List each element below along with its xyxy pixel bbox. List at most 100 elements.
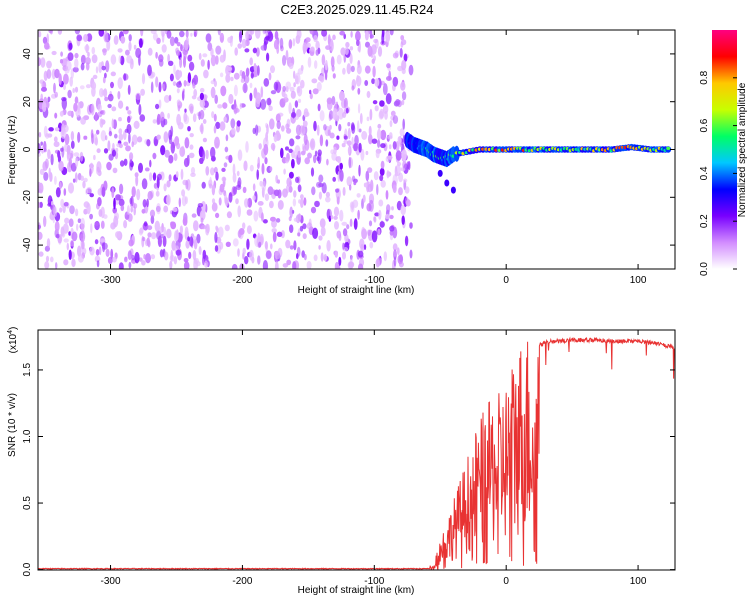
noise-cell: [391, 206, 394, 211]
noise-cell: [401, 149, 407, 161]
noise-cell: [166, 180, 171, 188]
noise-cell: [141, 178, 148, 190]
noise-cell: [131, 186, 136, 198]
noise-cell: [72, 88, 75, 93]
noise-cell: [68, 182, 74, 194]
noise-cell: [95, 66, 99, 74]
noise-cell: [238, 31, 243, 43]
noise-cell: [246, 209, 253, 216]
noise-cell: [397, 136, 402, 144]
noise-cell: [238, 228, 245, 235]
noise-cell: [141, 208, 146, 214]
noise-cell: [225, 73, 231, 83]
noise-cell: [77, 254, 84, 263]
noise-cell: [119, 183, 124, 195]
noise-cell: [180, 44, 183, 52]
noise-cell: [104, 96, 109, 102]
noise-cell: [258, 143, 262, 150]
noise-cell: [356, 64, 362, 75]
x-tick-label: 100: [630, 576, 647, 587]
noise-cell: [112, 207, 117, 214]
snr-frame: [37, 329, 676, 571]
noise-cell: [386, 63, 391, 69]
noise-cell: [176, 113, 182, 126]
noise-cell: [168, 134, 173, 145]
noise-cell: [368, 220, 373, 227]
noise-cell: [75, 208, 79, 217]
noise-cell: [219, 72, 224, 78]
noise-cell: [270, 142, 276, 151]
noise-cell: [86, 202, 91, 215]
noise-cell: [332, 73, 336, 79]
noise-cell: [193, 74, 199, 86]
noise-cell: [187, 126, 191, 132]
noise-cell: [304, 157, 311, 165]
noise-cell: [38, 251, 44, 257]
noise-cell: [169, 260, 173, 269]
noise-cell: [79, 151, 84, 162]
noise-cell: [150, 81, 154, 94]
noise-cell: [300, 79, 305, 89]
noise-cell: [163, 94, 170, 103]
noise-cell: [237, 248, 240, 257]
noise-cell: [176, 99, 181, 106]
noise-cell: [41, 86, 47, 92]
noise-cell: [91, 46, 96, 55]
noise-cell: [288, 39, 293, 49]
noise-cell: [275, 113, 281, 123]
noise-cell: [265, 35, 270, 41]
noise-cell: [220, 85, 227, 97]
noise-cell: [59, 59, 64, 64]
trailing-feature: [450, 186, 456, 194]
noise-cell: [264, 193, 270, 201]
noise-cell: [210, 146, 216, 159]
noise-cell: [46, 60, 52, 69]
noise-cell: [38, 131, 42, 138]
colorbar-ticks: 0.0 0.2 0.4 0.6 0.8: [699, 70, 737, 276]
noise-cell: [343, 139, 349, 144]
noise-cell: [205, 149, 209, 160]
y-tick-label: -20: [22, 190, 33, 205]
noise-cell: [297, 232, 301, 237]
noise-cell: [334, 251, 338, 258]
noise-cell: [266, 97, 272, 106]
colorbar: 0.0 0.2 0.4 0.6 0.8 Normalized spectral ampl…: [699, 30, 748, 276]
noise-cell: [269, 166, 273, 172]
noise-cell: [74, 172, 78, 183]
noise-cell: [284, 158, 289, 164]
noise-cell: [306, 260, 312, 269]
noise-cell: [149, 159, 152, 168]
noise-cell: [188, 251, 192, 259]
noise-cell: [130, 206, 133, 213]
y-tick-label: 0.5: [22, 496, 33, 510]
noise-cell: [398, 261, 404, 268]
noise-cell: [261, 212, 264, 222]
noise-cell: [282, 263, 289, 268]
noise-cell: [175, 171, 179, 178]
noise-cell: [211, 198, 216, 204]
noise-cell: [346, 224, 350, 230]
noise-cell: [229, 37, 233, 47]
noise-cell: [128, 34, 132, 42]
noise-cell: [409, 222, 413, 229]
noise-cell: [334, 221, 339, 230]
noise-cell: [80, 54, 86, 65]
noise-cell: [102, 76, 106, 84]
noise-cell: [240, 78, 245, 83]
noise-cell: [138, 162, 143, 173]
noise-cell: [292, 38, 296, 47]
noise-cell: [402, 118, 406, 130]
noise-cell: [96, 129, 100, 135]
noise-cell: [191, 95, 197, 100]
y-tick-label: 1.0: [22, 429, 33, 443]
noise-cell: [357, 103, 361, 114]
noise-cell: [169, 36, 175, 47]
noise-cell: [44, 261, 50, 269]
noise-cell: [300, 194, 304, 200]
noise-cell: [293, 240, 297, 251]
noise-cell: [274, 250, 281, 260]
noise-cell: [156, 203, 161, 215]
y-tick-label: 0: [22, 146, 33, 152]
noise-cell: [392, 243, 398, 251]
noise-cell: [341, 221, 348, 226]
